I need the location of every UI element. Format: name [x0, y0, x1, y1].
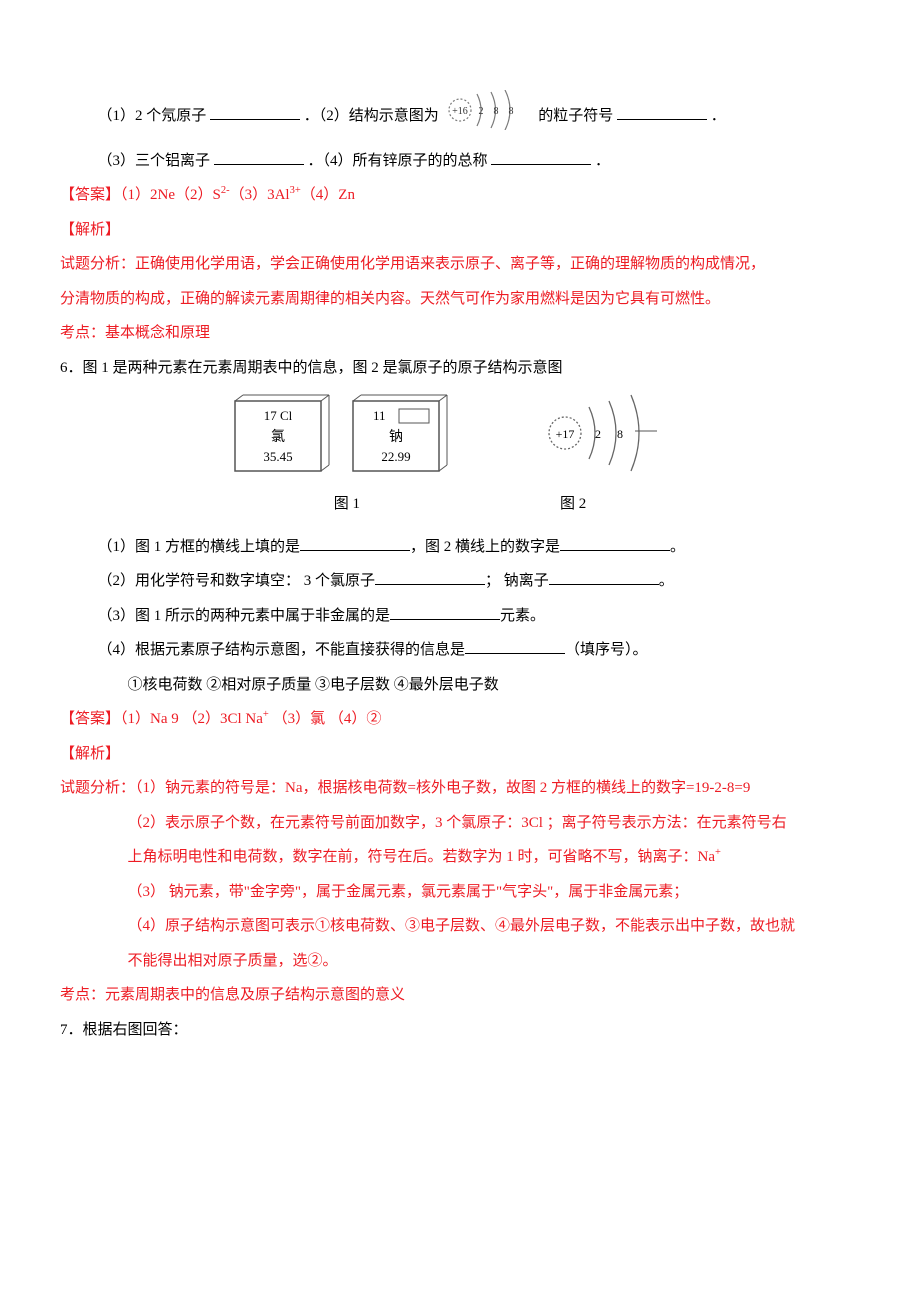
q6-stem: 6．图 1 是两种元素在元素周期表中的信息，图 2 是氯原子的原子结构示意图 — [60, 351, 860, 386]
q5-ana1: 试题分析：正确使用化学用语，学会正确使用化学用语来表示原子、离子等，正确的理解物… — [60, 247, 860, 282]
svg-text:8: 8 — [508, 106, 513, 117]
blank — [491, 147, 591, 165]
q5-jiexi: 【解析】 — [60, 213, 860, 248]
svg-text:22.99: 22.99 — [381, 449, 410, 464]
blank — [549, 568, 659, 586]
q5-ana2: 分清物质的构成，正确的解读元素周期律的相关内容。天然气可作为家用燃料是因为它具有… — [60, 282, 860, 317]
svg-text:+17: +17 — [556, 427, 575, 441]
blank — [465, 637, 565, 655]
svg-text:11: 11 — [373, 408, 386, 423]
q5-l1d: ． — [711, 108, 726, 124]
q6-l1: （1）图 1 方框的横线上填的是，图 2 横线上的数字是。 — [60, 530, 860, 565]
q6-l3: （3）图 1 所示的两种元素中属于非金属的是元素。 — [60, 599, 860, 634]
q6-ana2: （2）表示原子个数，在元素符号前面加数字，3 个氯原子：3Cl ；离子符号表示方… — [60, 806, 860, 841]
q5-l1c: 的粒子符号 — [538, 108, 613, 124]
cap1: 图 1 — [334, 487, 360, 522]
blank — [214, 147, 304, 165]
fig-captions: 图 1 图 2 — [60, 487, 860, 522]
q7-stem: 7．根据右图回答： — [60, 1013, 860, 1048]
svg-text:钠: 钠 — [389, 429, 403, 445]
q6-ana4: （3） 钠元素，带"金字旁"，属于金属元素，氯元素属于"气字头"，属于非金属元素… — [60, 875, 860, 910]
q6-answer: 【答案】（1）Na 9 （2）3Cl Na+ （3）氯 （4）② — [60, 702, 860, 737]
svg-text:2: 2 — [478, 106, 483, 117]
blank — [617, 103, 707, 121]
svg-text:8: 8 — [617, 427, 623, 441]
q6-l4: （4）根据元素原子结构示意图，不能直接获得的信息是（填序号）。 — [60, 633, 860, 668]
blank — [210, 103, 300, 121]
periodic-boxes: 17 Cl 氯 35.45 11 钠 22.99 — [225, 393, 455, 483]
atom-diagram-cl: +17 2 8 — [535, 393, 695, 473]
q6-l5: ①核电荷数 ②相对原子质量 ③电子层数 ④最外层电子数 — [60, 668, 860, 703]
atom-diagram-inline: +16 2 8 8 — [445, 90, 533, 144]
svg-text:17 Cl: 17 Cl — [264, 408, 293, 423]
q5-l1a: （1）2 个氖原子 — [98, 108, 207, 124]
q6-jiexi: 【解析】 — [60, 737, 860, 772]
q5-line1: （1）2 个氖原子 ．（2）结构示意图为 +16 2 8 8 的粒子符号 ． — [60, 90, 860, 144]
blank — [390, 602, 500, 620]
svg-text:35.45: 35.45 — [263, 449, 292, 464]
svg-text:+16: +16 — [452, 106, 468, 117]
q5-line2: （3）三个铝离子 ．（4）所有锌原子的的总称 ． — [60, 144, 860, 179]
svg-text:氯: 氯 — [271, 429, 285, 445]
svg-text:8: 8 — [493, 106, 498, 117]
blank — [300, 533, 410, 551]
q5-l1b: ．（2）结构示意图为 — [304, 108, 439, 124]
q6-ana6: 不能得出相对原子质量，选②。 — [60, 944, 860, 979]
q5-l2c: ． — [595, 153, 610, 169]
q6-figures: 17 Cl 氯 35.45 11 钠 22.99 +17 2 8 — [60, 393, 860, 483]
q5-l2a: （3）三个铝离子 — [98, 153, 211, 169]
q6-ana3: 上角标明电性和电荷数，数字在前，符号在后。若数字为 1 时，可省略不写，钠离子：… — [60, 840, 860, 875]
q6-ana1: 试题分析：（1）钠元素的符号是：Na，根据核电荷数=核外电子数，故图 2 方框的… — [60, 771, 860, 806]
blank — [375, 568, 485, 586]
q6-l2: （2）用化学符号和数字填空： 3 个氯原子； 钠离子。 — [60, 564, 860, 599]
svg-text:2: 2 — [595, 427, 601, 441]
q6-kaodian: 考点：元素周期表中的信息及原子结构示意图的意义 — [60, 978, 860, 1013]
blank — [560, 533, 670, 551]
q5-kaodian: 考点：基本概念和原理 — [60, 316, 860, 351]
q5-l2b: ．（4）所有锌原子的的总称 — [308, 153, 492, 169]
cap2: 图 2 — [560, 487, 586, 522]
q6-ana5: （4）原子结构示意图可表示①核电荷数、③电子层数、④最外层电子数，不能表示出中子… — [60, 909, 860, 944]
q5-answer: 【答案】（1）2Ne（2）S2-（3）3Al3+（4）Zn — [60, 178, 860, 213]
